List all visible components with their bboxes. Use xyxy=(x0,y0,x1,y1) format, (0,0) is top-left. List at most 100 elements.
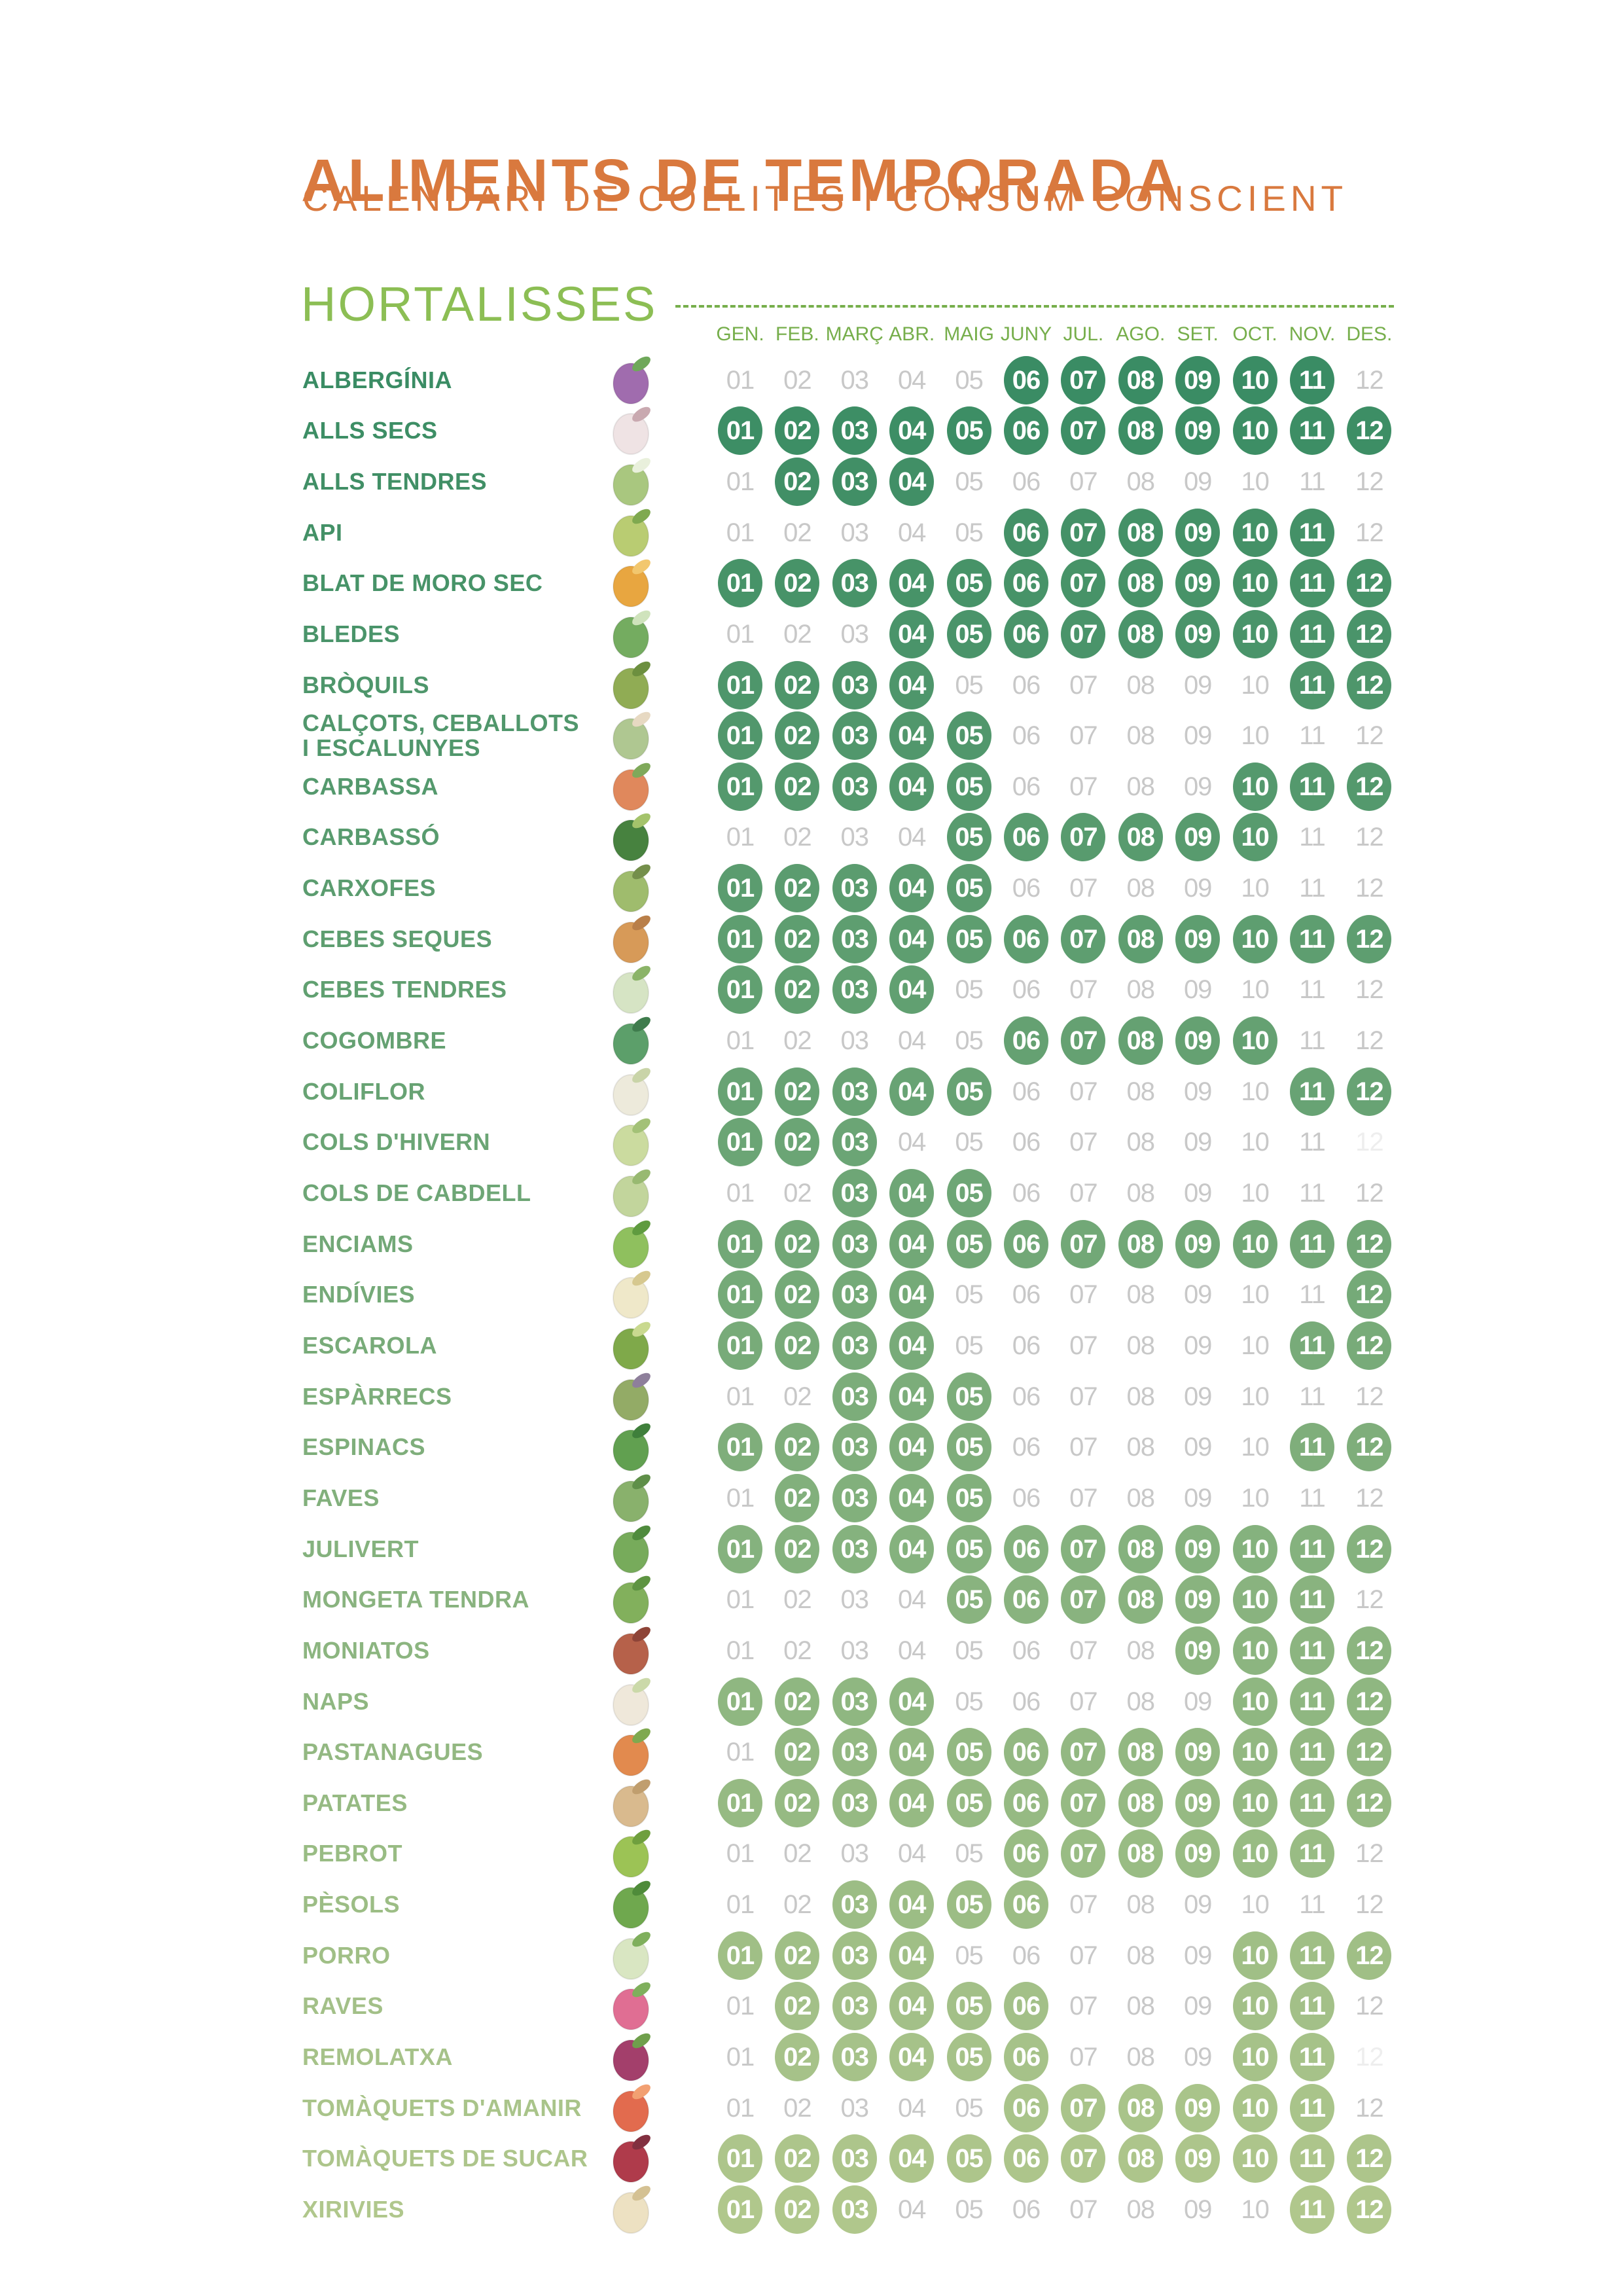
month-badge-active: 09 xyxy=(1175,1575,1221,1624)
month-number-inactive: 09 xyxy=(1183,1687,1213,1716)
month-number-inactive: 12 xyxy=(1355,2093,1384,2123)
radish-icon xyxy=(604,1979,659,2034)
month-badge-active: 07 xyxy=(1061,508,1106,557)
month-badge-active: 09 xyxy=(1175,508,1221,557)
month-number-inactive: 12 xyxy=(1355,721,1384,751)
month-number-inactive: 07 xyxy=(1069,1382,1098,1411)
month-number-inactive: 06 xyxy=(1012,467,1041,496)
month-badge-active: 03 xyxy=(832,711,877,761)
month-badge-active: 08 xyxy=(1118,508,1163,557)
month-badge-active: 06 xyxy=(1004,355,1048,404)
month-badge-active: 02 xyxy=(775,762,820,811)
leek-icon xyxy=(604,1928,659,1983)
row-label: ALBERGÍNIA xyxy=(302,366,452,393)
month-badge-active: 03 xyxy=(832,1931,877,1980)
month-number-inactive: 12 xyxy=(1355,518,1384,547)
vegetable-row: JULIVERT 01 02 03 04 05 06 07 08 09 10 11 12 xyxy=(0,1524,1623,1575)
month-number-inactive: 10 xyxy=(1241,1280,1270,1310)
vegetable-row: MONIATOS 01 02 03 04 05 06 07 08 09 10 11 12 xyxy=(0,1625,1623,1676)
month-badge-active: 05 xyxy=(946,914,991,963)
row-label: ALLS TENDRES xyxy=(302,468,488,495)
month-badge-active: 07 xyxy=(1061,1575,1106,1624)
month-badge-active: 02 xyxy=(775,1321,820,1370)
month-number-inactive: 07 xyxy=(1069,1331,1098,1360)
month-badge-active: 08 xyxy=(1118,914,1163,963)
month-number-inactive: 11 xyxy=(1299,1026,1326,1056)
month-number-inactive: 06 xyxy=(1012,772,1041,801)
month-badge-active: 06 xyxy=(1004,1880,1048,1929)
month-badge-active: 01 xyxy=(718,1778,762,1827)
month-number-inactive: 09 xyxy=(1183,1077,1213,1106)
row-label: BLEDES xyxy=(302,620,401,647)
row-label: ESPÀRRECS xyxy=(302,1382,452,1410)
month-badge-active: 09 xyxy=(1175,1524,1221,1573)
month-number-inactive: 10 xyxy=(1241,1331,1270,1360)
month-badge-active: 01 xyxy=(718,2134,762,2183)
month-badge-active: 11 xyxy=(1290,355,1334,404)
month-number-inactive: 02 xyxy=(783,2093,812,2123)
row-label: API xyxy=(302,518,343,546)
month-number-inactive: 03 xyxy=(840,1585,870,1615)
month-number-inactive: 09 xyxy=(1183,1433,1213,1462)
month-number-inactive: 01 xyxy=(726,1483,755,1513)
onion-icon xyxy=(604,912,659,967)
month-number-inactive: 02 xyxy=(783,1839,812,1869)
month-number-inactive: 04 xyxy=(897,518,927,547)
peas-icon xyxy=(604,1877,659,1932)
month-number-inactive: 06 xyxy=(1012,1433,1041,1462)
month-badge-active: 01 xyxy=(718,1423,762,1472)
month-badge-active: 11 xyxy=(1290,660,1334,709)
month-number-inactive: 11 xyxy=(1299,1382,1326,1411)
row-label: ESPINACS xyxy=(302,1433,426,1461)
month-badge-active: 05 xyxy=(946,1473,991,1522)
month-number-inactive: 05 xyxy=(955,670,984,700)
month-badge-active: 01 xyxy=(718,660,762,709)
month-badge-active: 06 xyxy=(1004,813,1048,862)
month-number-inactive: 05 xyxy=(955,467,984,496)
parsnip-icon xyxy=(604,2182,659,2237)
winter-cabbage-icon xyxy=(604,1115,659,1170)
month-header-label: AGO. xyxy=(1116,323,1166,345)
month-badge-active: 10 xyxy=(1232,2083,1277,2132)
month-badge-active: 02 xyxy=(775,1677,820,1726)
month-number-inactive: 08 xyxy=(1126,2043,1156,2072)
month-number-inactive: 12 xyxy=(1355,1128,1384,1157)
month-badge-active: 07 xyxy=(1061,1016,1106,1066)
month-number-inactive: 05 xyxy=(955,1941,984,1970)
month-badge-active: 04 xyxy=(889,2134,935,2183)
month-badge-active: 08 xyxy=(1118,1575,1163,1624)
month-badge-active: 01 xyxy=(718,406,762,456)
month-badge-active: 05 xyxy=(946,1982,991,2031)
page-title: ALIMENTS DE TEMPORADA xyxy=(301,147,1183,214)
month-header-label: GEN. xyxy=(716,323,764,345)
month-badge-active: 11 xyxy=(1290,762,1334,811)
vegetable-row: PÈSOLS 01 02 03 04 05 06 07 08 09 10 11 12 xyxy=(0,1879,1623,1930)
month-badge-active: 06 xyxy=(1004,2134,1048,2183)
month-badge-active: 01 xyxy=(718,1321,762,1370)
month-badge-active: 03 xyxy=(832,864,877,913)
month-badge-active: 09 xyxy=(1175,559,1221,608)
month-badge-active: 04 xyxy=(889,559,935,608)
escarole-icon xyxy=(604,1318,659,1373)
month-number-inactive: 02 xyxy=(783,1636,812,1665)
month-number-inactive: 12 xyxy=(1355,365,1384,395)
month-badge-active: 08 xyxy=(1118,406,1163,456)
month-number-inactive: 07 xyxy=(1069,2043,1098,2072)
month-badge-active: 04 xyxy=(889,1321,935,1370)
month-badge-active: 03 xyxy=(832,1219,877,1268)
month-badge-active: 10 xyxy=(1232,2033,1277,2082)
month-number-inactive: 02 xyxy=(783,365,812,395)
month-number-inactive: 01 xyxy=(726,1636,755,1665)
row-label: PASTANAGUES xyxy=(302,1738,484,1766)
month-badge-active: 09 xyxy=(1175,2083,1221,2132)
month-number-inactive: 08 xyxy=(1126,1992,1156,2021)
month-badge-active: 12 xyxy=(1347,1067,1392,1116)
vegetable-row: PATATES 01 02 03 04 05 06 07 08 09 10 11 12 xyxy=(0,1778,1623,1829)
turnip-icon xyxy=(604,1674,659,1729)
month-number-inactive: 10 xyxy=(1241,1433,1270,1462)
month-badge-active: 11 xyxy=(1290,2185,1334,2234)
month-number-inactive: 07 xyxy=(1069,1890,1098,1920)
month-badge-active: 02 xyxy=(775,914,820,963)
month-number-inactive: 01 xyxy=(726,1179,755,1208)
month-badge-active: 03 xyxy=(832,1423,877,1472)
